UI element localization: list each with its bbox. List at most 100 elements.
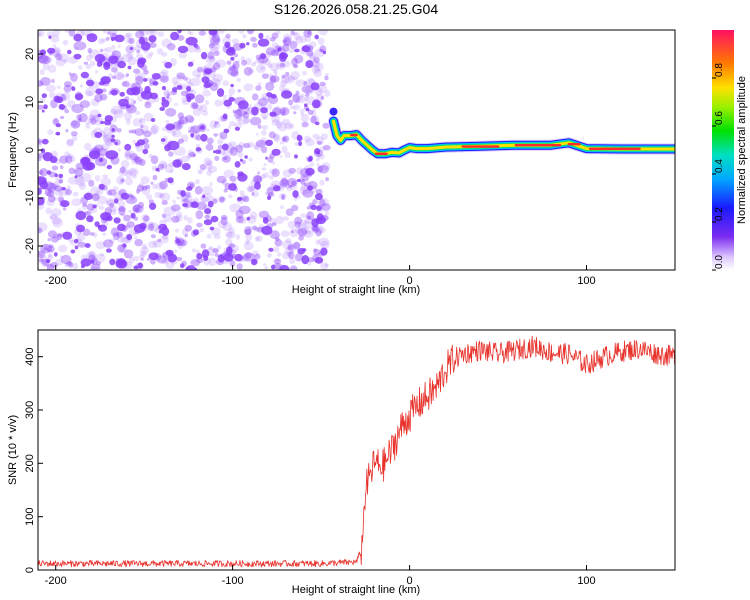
noise-speck — [203, 157, 212, 166]
noise-speck — [189, 77, 201, 87]
noise-speck — [55, 173, 64, 183]
noise-speck — [55, 131, 61, 136]
noise-speck — [122, 81, 128, 87]
noise-speck — [78, 65, 83, 70]
noise-speck — [293, 32, 301, 41]
noise-speck — [212, 62, 221, 70]
noise-speck — [46, 245, 55, 253]
noise-speck — [287, 220, 296, 229]
noise-speck — [127, 65, 132, 70]
noise-speck — [209, 182, 213, 187]
noise-speck — [109, 258, 116, 266]
noise-speck — [103, 48, 107, 52]
noise-speck — [163, 96, 173, 104]
x-tick-label: -200 — [45, 275, 67, 287]
noise-speck — [148, 221, 155, 229]
noise-speck — [171, 130, 177, 136]
noise-speck — [50, 34, 60, 43]
noise-speck — [73, 169, 79, 174]
noise-speck — [195, 143, 201, 148]
noise-speck — [192, 153, 196, 157]
noise-speck — [152, 174, 158, 181]
noise-speck — [150, 124, 160, 134]
noise-speck — [250, 36, 257, 42]
noise-speck — [57, 196, 64, 203]
noise-speck — [190, 133, 195, 138]
noise-speck — [292, 190, 299, 198]
noise-speck — [229, 203, 242, 213]
noise-speck — [223, 156, 228, 161]
noise-speck — [72, 262, 79, 270]
noise-speck — [167, 177, 174, 184]
noise-speck — [185, 77, 192, 84]
noise-speck — [292, 93, 296, 97]
noise-speck — [99, 93, 108, 101]
noise-speck — [190, 102, 198, 110]
noise-speck — [39, 258, 44, 263]
figure-title: S126.2026.058.21.25.G04 — [274, 1, 438, 17]
noise-speck — [209, 30, 219, 35]
noise-speck — [274, 236, 280, 242]
noise-speck — [229, 175, 237, 182]
noise-speck — [100, 117, 104, 122]
noise-speck — [186, 153, 192, 159]
noise-speck — [74, 175, 85, 183]
noise-speck — [209, 67, 217, 73]
noise-speck — [228, 94, 233, 99]
noise-speck — [254, 145, 259, 150]
noise-speck — [186, 186, 193, 191]
noise-speck — [205, 160, 214, 166]
noise-speck — [147, 240, 158, 249]
noise-speck — [90, 32, 96, 39]
noise-speck — [48, 35, 52, 39]
noise-speck — [202, 194, 206, 199]
noise-speck — [48, 50, 53, 56]
noise-speck — [140, 91, 147, 98]
noise-speck — [265, 51, 272, 59]
noise-speck — [129, 47, 134, 50]
noise-speck — [292, 93, 303, 103]
noise-speck — [143, 130, 152, 138]
noise-speck — [240, 194, 249, 201]
noise-speck — [252, 225, 258, 231]
noise-speck — [304, 35, 312, 43]
noise-speck — [133, 100, 137, 104]
noise-speck — [116, 231, 124, 238]
noise-speck — [140, 36, 148, 43]
noise-speck — [157, 238, 162, 243]
noise-speck — [211, 32, 217, 37]
noise-speck — [210, 227, 221, 236]
noise-speck — [256, 132, 259, 136]
noise-speck — [109, 130, 113, 134]
noise-speck — [304, 135, 311, 143]
noise-speck — [203, 219, 213, 226]
noise-speck — [253, 142, 263, 151]
noise-speck — [176, 85, 183, 90]
noise-speck — [191, 202, 197, 207]
noise-speck — [133, 255, 140, 262]
noise-speck — [39, 168, 48, 177]
noise-speck — [62, 39, 69, 46]
noise-speck — [248, 157, 253, 162]
noise-speck — [172, 199, 176, 204]
noise-speck — [263, 228, 271, 236]
noise-speck — [281, 194, 285, 198]
noise-speck — [69, 73, 75, 78]
noise-speck — [240, 196, 247, 202]
noise-speck — [106, 189, 113, 196]
noise-speck — [252, 175, 262, 184]
noise-speck — [274, 239, 283, 247]
noise-speck — [313, 248, 317, 253]
noise-speck — [292, 76, 298, 81]
noise-speck — [306, 50, 314, 57]
noise-speck — [175, 121, 184, 130]
noise-speck — [238, 205, 251, 215]
noise-speck — [314, 100, 323, 108]
noise-speck — [266, 252, 272, 258]
noise-speck — [176, 196, 181, 200]
noise-speck — [227, 67, 239, 76]
noise-speck — [80, 196, 89, 205]
noise-speck — [39, 180, 48, 190]
noise-speck — [58, 103, 65, 110]
noise-speck — [192, 229, 200, 236]
